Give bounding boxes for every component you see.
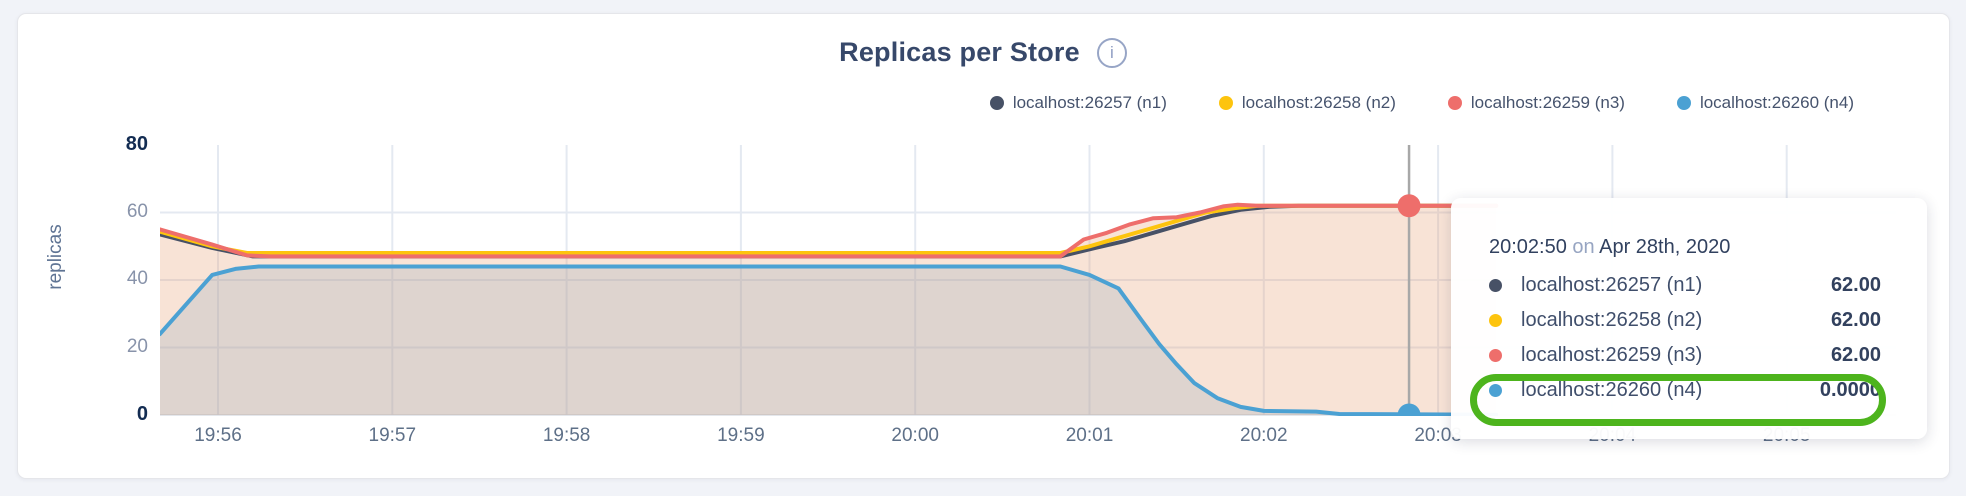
tooltip-row-label: localhost:26257 (n1) <box>1521 274 1703 296</box>
legend-label: localhost:26260 (n4) <box>1699 93 1854 112</box>
legend-item-n3: localhost:26259 (n3) <box>1447 93 1625 113</box>
x-tick-label: 19:57 <box>368 425 417 446</box>
tooltip-rows: localhost:26257 (n1) 62.00 localhost:26258… <box>1489 268 1881 408</box>
tooltip-on-word: on <box>1572 236 1595 258</box>
y-tick-label: 80 <box>125 133 148 155</box>
y-tick-label: 40 <box>126 268 148 289</box>
x-tick-label: 19:58 <box>542 425 591 446</box>
series-line-n3 <box>160 202 1499 259</box>
x-tick-label: 20:03 <box>1414 425 1462 446</box>
legend-swatch <box>1218 96 1233 110</box>
legend-swatch <box>1447 96 1462 110</box>
tooltip-timestamp: 20:02:50 on Apr 28th, 2020 <box>1489 236 1881 259</box>
tooltip-date: Apr 28th, 2020 <box>1599 236 1731 258</box>
x-tick-label: 20:00 <box>891 425 939 446</box>
x-tick-label: 20:02 <box>1240 425 1288 446</box>
tooltip-row-label: localhost:26260 (n4) <box>1521 379 1703 401</box>
tooltip-row-value: 62.00 <box>1830 274 1881 296</box>
legend-label: localhost:26257 (n1) <box>1012 93 1167 112</box>
chart-tooltip: 20:02:50 on Apr 28th, 2020 localhost:262… <box>1451 198 1927 439</box>
legend-item-n4: localhost:26260 (n4) <box>1676 93 1854 113</box>
tooltip-row-label: localhost:26258 (n2) <box>1521 309 1703 331</box>
tooltip-row-value: 62.00 <box>1830 344 1881 366</box>
legend-swatch <box>1676 96 1691 110</box>
legend-item-n1: localhost:26257 (n1) <box>989 93 1167 113</box>
legend: localhost:26257 (n1) localhost:26258 (n2)… <box>989 93 1854 113</box>
tooltip-row-value: 62.00 <box>1830 309 1881 331</box>
chart-title: Replicas per Store <box>839 37 1080 67</box>
y-tick-label: 20 <box>126 335 148 357</box>
tooltip-time: 20:02:50 <box>1489 236 1567 258</box>
tooltip-row-n3: localhost:26259 (n3) 62.00 <box>1489 338 1881 373</box>
tooltip-row-dot <box>1489 349 1502 362</box>
tooltip-row-dot <box>1489 314 1502 327</box>
tooltip-row-label: localhost:26259 (n3) <box>1521 344 1703 366</box>
legend-label: localhost:26258 (n2) <box>1241 93 1396 112</box>
series-line-n4 <box>160 264 1499 416</box>
tooltip-row-dot <box>1489 279 1502 292</box>
x-tick-label: 20:01 <box>1065 425 1114 446</box>
info-icon[interactable]: i <box>1096 37 1127 68</box>
x-tick-label: 19:59 <box>717 425 765 446</box>
y-tick-label: 0 <box>136 403 148 425</box>
legend-swatch <box>989 96 1004 110</box>
tooltip-row-n1: localhost:26257 (n1) 62.00 <box>1489 268 1881 303</box>
annotation-ellipse <box>1470 374 1886 426</box>
hover-marker-n4 <box>1397 403 1421 416</box>
legend-label: localhost:26259 (n3) <box>1470 93 1625 112</box>
chart-header: Replicas per Store i <box>0 37 1966 68</box>
x-tick-label: 19:56 <box>194 425 242 446</box>
area-fill-n4 <box>160 266 1497 415</box>
y-tick-label: 60 <box>126 200 148 222</box>
legend-item-n2: localhost:26258 (n2) <box>1218 93 1396 113</box>
hover-marker-n3 <box>1397 194 1421 218</box>
tooltip-row-n2: localhost:26258 (n2) 62.00 <box>1489 303 1881 338</box>
